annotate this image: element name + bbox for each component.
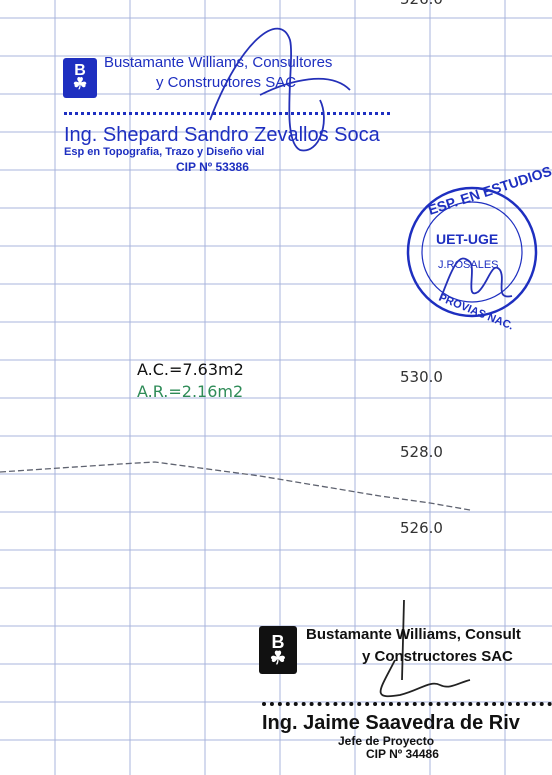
signature-bottom [379, 599, 471, 698]
bottom-stamp-company-line2: y Constructores SAC [362, 648, 513, 665]
top-stamp-cip: CIP Nº 53386 [176, 160, 249, 174]
elevation-label-top-cut: 526.0 [400, 0, 443, 8]
company-logo-icon: B ☘ [72, 62, 88, 93]
elevation-label-530: 530.0 [400, 368, 443, 386]
top-stamp-specialty: Esp en Topografia, Trazo y Diseño vial [64, 146, 265, 158]
top-stamp-company-line2: y Constructores SAC [156, 74, 297, 91]
bottom-stamp-cip: CIP Nº 34486 [366, 747, 439, 761]
svg-text:UET-UGE: UET-UGE [436, 231, 498, 247]
company-logo-top: B ☘ [63, 58, 97, 98]
company-logo-icon: B ☘ [269, 632, 287, 668]
bottom-stamp-engineer-name: Ing. Jaime Saavedra de Riv [262, 712, 520, 734]
top-stamp-dotted-rule [64, 112, 390, 115]
top-stamp-company-line1: Bustamante Williams, Consultores [104, 54, 333, 71]
svg-text:ESP. EN ESTUDIOS: ESP. EN ESTUDIOS [426, 163, 552, 218]
bottom-stamp-company-line1: Bustamante Williams, Consult [306, 626, 521, 643]
company-logo-bottom: B ☘ [259, 626, 297, 674]
elevation-label-526: 526.0 [400, 519, 443, 537]
fill-area-label: A.R.=2.16m2 [137, 382, 244, 401]
elevation-label-528: 528.0 [400, 443, 443, 461]
top-stamp-engineer-name: Ing. Shepard Sandro Zevallos Soca [64, 124, 380, 146]
ground-profile-line [0, 461, 471, 511]
cut-area-label: A.C.=7.63m2 [137, 360, 244, 379]
bottom-stamp-dotted-rule [262, 702, 552, 706]
signature-top [209, 27, 351, 152]
bottom-stamp-role: Jefe de Proyecto [338, 734, 435, 748]
